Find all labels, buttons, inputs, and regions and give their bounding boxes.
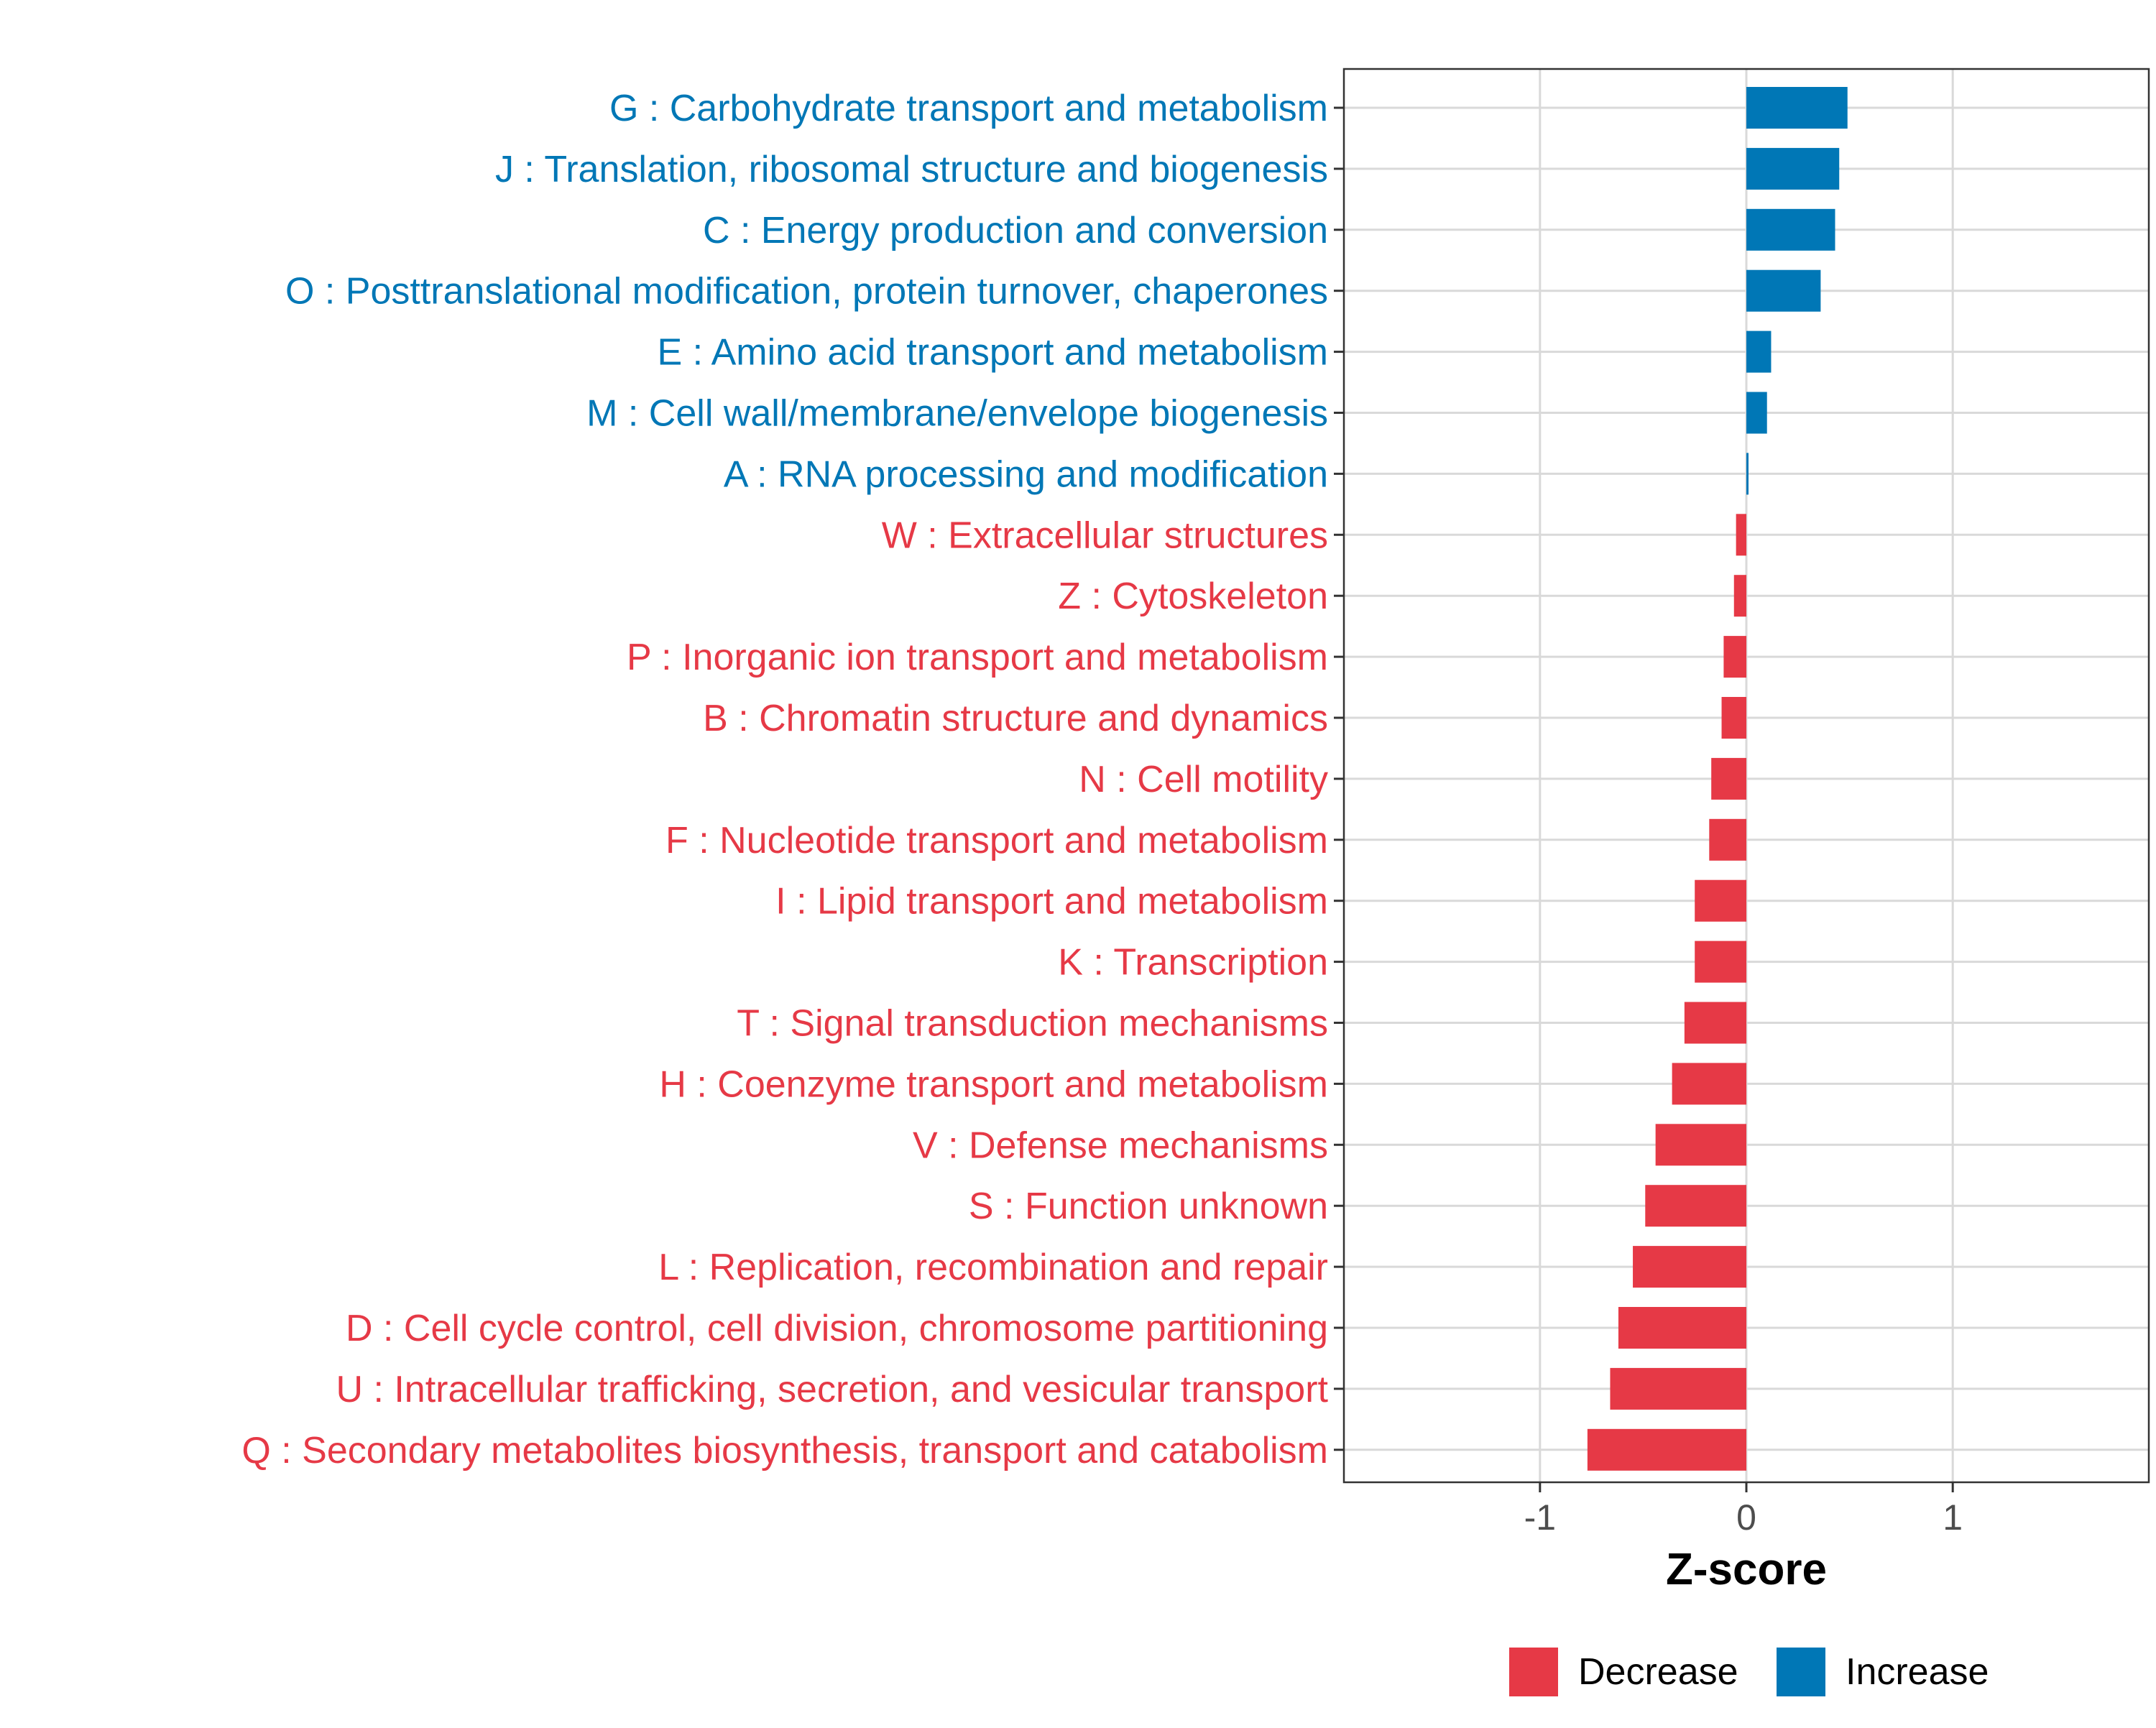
x-axis-labels: -1 0 1 <box>1524 1497 1963 1538</box>
bar <box>1684 1002 1746 1044</box>
y-axis-label: G : Carbohydrate transport and metabolis… <box>609 88 1328 129</box>
legend-label-increase: Increase <box>1846 1651 1989 1693</box>
x-axis-ticks <box>1539 1482 1954 1492</box>
bar <box>1736 514 1746 556</box>
bar <box>1723 636 1746 678</box>
x-axis-title: Z-score <box>1666 1545 1827 1594</box>
bar <box>1672 1063 1746 1105</box>
bars <box>1587 87 1848 1471</box>
y-axis-label: H : Coenzyme transport and metabolism <box>659 1063 1328 1105</box>
x-tick-label: -1 <box>1524 1497 1556 1538</box>
y-axis-label: U : Intracellular trafficking, secretion… <box>336 1369 1328 1410</box>
y-axis-label: M : Cell wall/membrane/envelope biogenes… <box>586 393 1328 435</box>
y-axis-label: N : Cell motility <box>1079 759 1328 800</box>
legend-swatch-decrease <box>1509 1648 1558 1696</box>
bar <box>1587 1428 1746 1471</box>
y-axis-label: J : Translation, ribosomal structure and… <box>495 149 1328 190</box>
y-axis-label: B : Chromatin structure and dynamics <box>703 698 1328 739</box>
bar <box>1610 1367 1746 1410</box>
y-axis-label: A : RNA processing and modification <box>724 453 1328 495</box>
bar <box>1709 818 1746 861</box>
bar <box>1746 87 1848 129</box>
bar <box>1695 941 1746 983</box>
bar <box>1746 208 1835 251</box>
y-axis-label: E : Amino acid transport and metabolism <box>657 332 1328 374</box>
y-axis-label: Z : Cytoskeleton <box>1058 576 1328 617</box>
y-axis-label: S : Function unknown <box>969 1186 1328 1227</box>
y-axis-label: D : Cell cycle control, cell division, c… <box>346 1308 1328 1349</box>
y-axis-label: O : Posttranslational modification, prot… <box>285 271 1328 313</box>
legend-swatch-increase <box>1777 1648 1825 1696</box>
legend: Decrease Increase <box>1509 1648 1989 1696</box>
bar <box>1711 757 1746 800</box>
y-axis-label: V : Defense mechanisms <box>913 1124 1328 1166</box>
legend-label-decrease: Decrease <box>1578 1651 1738 1693</box>
y-axis-labels: G : Carbohydrate transport and metabolis… <box>241 88 1328 1471</box>
bar <box>1746 147 1840 190</box>
y-axis-label: I : Lipid transport and metabolism <box>775 881 1328 923</box>
y-axis-label: L : Replication, recombination and repai… <box>658 1247 1328 1288</box>
bar <box>1618 1307 1746 1349</box>
bar <box>1655 1124 1746 1166</box>
x-tick-label: 1 <box>1943 1497 1963 1538</box>
y-axis-label: W : Extracellular structures <box>882 514 1328 556</box>
bar <box>1695 879 1746 922</box>
bar <box>1633 1246 1746 1288</box>
y-axis-label: P : Inorganic ion transport and metaboli… <box>627 637 1328 678</box>
bar <box>1746 453 1749 495</box>
y-axis-label: Q : Secondary metabolites biosynthesis, … <box>241 1430 1328 1471</box>
bar <box>1645 1185 1746 1227</box>
bar <box>1746 392 1767 434</box>
y-axis-label: T : Signal transduction mechanisms <box>737 1003 1328 1045</box>
y-axis-label: F : Nucleotide transport and metabolism <box>665 820 1328 861</box>
bar <box>1721 697 1746 739</box>
bar <box>1733 575 1746 617</box>
x-tick-label: 0 <box>1736 1497 1756 1538</box>
y-axis-label: K : Transcription <box>1058 942 1328 984</box>
bar <box>1746 269 1821 312</box>
bar <box>1746 331 1772 373</box>
y-axis-ticks <box>1334 106 1344 1451</box>
y-axis-label: C : Energy production and conversion <box>703 210 1328 251</box>
